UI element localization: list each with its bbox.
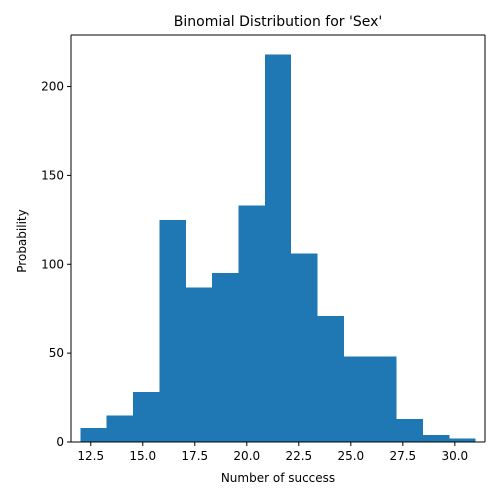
x-ticks-group: 12.5 15.0 17.5 20.0 22.5 25.0 27.5 30.0	[77, 442, 468, 463]
x-tick-label: 25.0	[337, 449, 364, 463]
y-tick-label: 150	[41, 168, 64, 182]
y-axis-label: Probability	[15, 209, 29, 272]
y-ticks-group: 0 50 100 150 200	[41, 80, 71, 449]
y-tick-label: 50	[49, 346, 64, 360]
histogram-bar	[264, 54, 292, 442]
y-tick-label: 0	[56, 435, 64, 449]
histogram-bar	[291, 253, 318, 442]
histogram-bar	[343, 356, 371, 442]
histogram-bar	[449, 438, 476, 442]
x-tick-label: 22.5	[285, 449, 312, 463]
histogram-bar	[133, 392, 160, 442]
histogram-bar	[370, 356, 397, 442]
histogram-bar	[159, 219, 186, 442]
histogram-bar	[185, 287, 213, 442]
histogram-bar	[317, 315, 344, 442]
histogram-bar	[422, 434, 450, 442]
x-tick-label: 27.5	[389, 449, 416, 463]
x-axis-label: Number of success	[221, 471, 335, 485]
histogram-bar	[212, 273, 239, 442]
x-tick-label: 20.0	[233, 449, 260, 463]
bars-group	[80, 54, 476, 442]
x-tick-label: 17.5	[181, 449, 208, 463]
histogram-bar	[106, 415, 134, 442]
x-tick-label: 30.0	[441, 449, 468, 463]
histogram-bar	[396, 418, 423, 442]
x-tick-label: 15.0	[129, 449, 156, 463]
axes-group	[70, 34, 486, 443]
y-tick-label: 100	[41, 257, 64, 271]
histogram-bar	[238, 205, 265, 442]
x-tick-label: 12.5	[77, 449, 104, 463]
histogram-bar	[80, 427, 107, 442]
chart-title: Binomial Distribution for 'Sex'	[174, 14, 382, 30]
y-tick-label: 200	[41, 80, 64, 94]
